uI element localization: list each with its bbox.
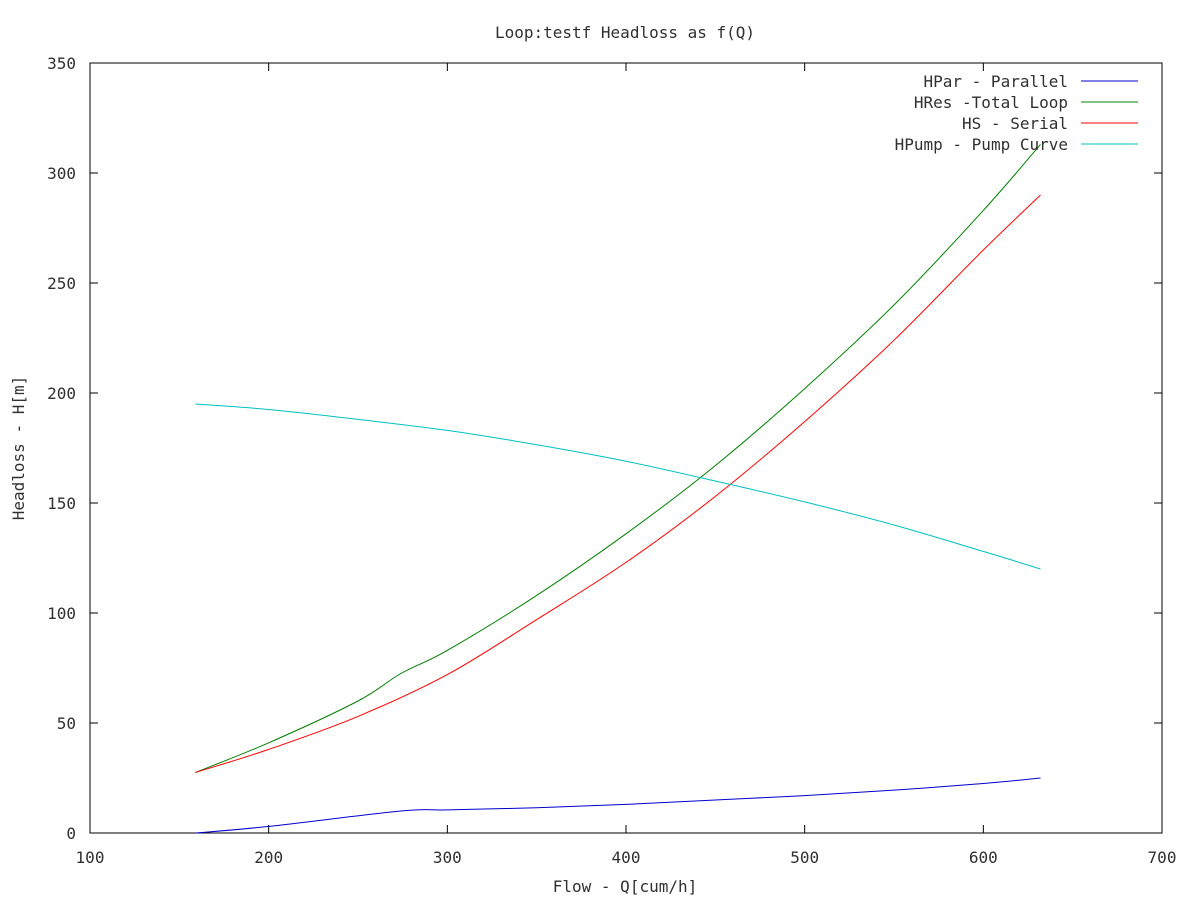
chart-title: Loop:testf Headloss as f(Q) (495, 23, 755, 42)
x-axis: 100 200 300 400 500 600 700 (76, 63, 1177, 867)
y-tick-label: 200 (47, 384, 76, 403)
legend-label: HPar - Parallel (924, 72, 1069, 91)
y-axis-title: Headloss - H[m] (9, 376, 28, 521)
legend-label: HS - Serial (962, 114, 1068, 133)
legend-label: HPump - Pump Curve (895, 135, 1068, 154)
plot-frame (89, 62, 1163, 834)
x-tick-label: 200 (254, 848, 283, 867)
series-line-3 (195, 194, 1041, 773)
y-tick-label: 250 (47, 274, 76, 293)
x-axis-title: Flow - Q[cum/h] (553, 877, 698, 896)
x-tick-label: 500 (790, 848, 819, 867)
y-axis: 0 50 100 150 200 250 300 350 (47, 54, 1162, 843)
y-tick-label: 150 (47, 494, 76, 513)
x-tick-label: 600 (969, 848, 998, 867)
series-line-4 (195, 403, 1041, 570)
series-line-1 (195, 777, 1041, 834)
x-tick-label: 700 (1148, 848, 1177, 867)
x-tick-label: 400 (612, 848, 641, 867)
y-tick-label: 300 (47, 164, 76, 183)
legend: HPar - Parallel HRes -Total Loop HS - Seri… (895, 72, 1138, 154)
y-tick-label: 100 (47, 604, 76, 623)
y-tick-label: 350 (47, 54, 76, 73)
series-layer (195, 144, 1041, 834)
x-tick-label: 100 (76, 848, 105, 867)
y-tick-label: 0 (66, 824, 76, 843)
x-tick-label: 300 (433, 848, 462, 867)
legend-label: HRes -Total Loop (914, 93, 1068, 112)
y-tick-label: 50 (57, 714, 76, 733)
series-line-2 (195, 144, 1041, 773)
